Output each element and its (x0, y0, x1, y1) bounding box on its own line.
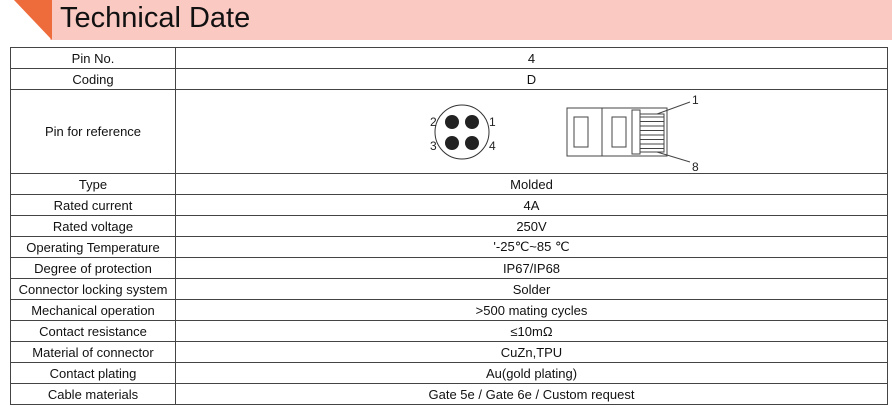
row-value: ≤10mΩ (175, 320, 888, 342)
table-row: Operating Temperature '-25℃~85 ℃ (10, 236, 888, 258)
row-label: Pin No. (10, 47, 176, 69)
m12-connector-icon: 2 1 3 4 (430, 104, 496, 160)
row-label: Degree of protection (10, 257, 176, 279)
table-row: Type Molded (10, 173, 888, 195)
table-row: Rated voltage 250V (10, 215, 888, 237)
pin-label: 1 (489, 115, 496, 129)
row-label: Type (10, 173, 176, 195)
pin-label: 8 (692, 160, 699, 173)
table-row: Degree of protection IP67/IP68 (10, 257, 888, 279)
row-value: Au(gold plating) (175, 362, 888, 384)
table-row: Rated current 4A (10, 194, 888, 216)
row-value: Gate 5e / Gate 6e / Custom request (175, 383, 888, 405)
table-row: Coding D (10, 68, 888, 90)
row-label: Pin for reference (10, 89, 176, 174)
table-row: Cable materials Gate 5e / Gate 6e / Custo… (10, 383, 888, 405)
row-label: Material of connector (10, 341, 176, 363)
table-row: Contact plating Au(gold plating) (10, 362, 888, 384)
row-value: Solder (175, 278, 888, 300)
rj45-connector-icon (566, 101, 690, 163)
header-band (50, 0, 892, 40)
table-row: Material of connector CuZn,TPU (10, 341, 888, 363)
row-label: Operating Temperature (10, 236, 176, 258)
pin-label: 3 (430, 139, 437, 153)
pin-label: 1 (692, 93, 699, 107)
row-label: Rated voltage (10, 215, 176, 237)
row-value: IP67/IP68 (175, 257, 888, 279)
table-row: Pin for reference 2 1 3 4 1 8 (10, 89, 888, 174)
row-label: Cable materials (10, 383, 176, 405)
spec-table: Pin No. 4 Coding D Pin for reference 2 1 3 4… (10, 47, 888, 405)
row-value: 4A (175, 194, 888, 216)
table-row: Connector locking system Solder (10, 278, 888, 300)
row-label: Connector locking system (10, 278, 176, 300)
header-triangle (14, 0, 52, 40)
row-value: Molded (175, 173, 888, 195)
pin-label: 4 (489, 139, 496, 153)
pin-diagram: 2 1 3 4 1 8 (430, 93, 699, 173)
row-label: Coding (10, 68, 176, 90)
row-value: >500 mating cycles (175, 299, 888, 321)
table-row: Contact resistance ≤10mΩ (10, 320, 888, 342)
row-label: Contact plating (10, 362, 176, 384)
row-value: 250V (175, 215, 888, 237)
row-label: Mechanical operation (10, 299, 176, 321)
row-label: Rated current (10, 194, 176, 216)
row-value: CuZn,TPU (175, 341, 888, 363)
row-value: '-25℃~85 ℃ (175, 236, 888, 258)
table-row: Mechanical operation >500 mating cycles (10, 299, 888, 321)
table-row: Pin No. 4 (10, 47, 888, 69)
row-label: Contact resistance (10, 320, 176, 342)
pin-label: 2 (430, 115, 437, 129)
page-title: Technical Date (60, 2, 251, 34)
row-value: 4 (175, 47, 888, 69)
row-value: 2 1 3 4 1 8 (175, 89, 888, 174)
row-value: D (175, 68, 888, 90)
